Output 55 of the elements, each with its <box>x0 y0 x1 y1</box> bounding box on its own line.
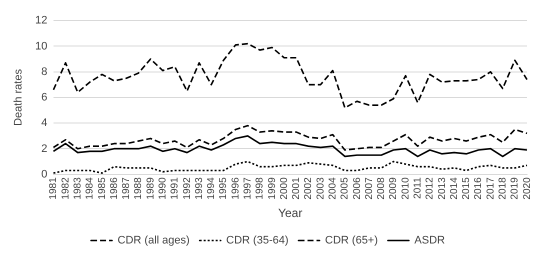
x-tick-label: 2015 <box>461 176 472 200</box>
legend-label: ASDR <box>414 234 446 247</box>
y-tick-label: 12 <box>35 14 48 27</box>
y-tick-label: 2 <box>41 142 48 155</box>
x-tick-label: 2010 <box>400 176 412 200</box>
x-tick-label: 1987 <box>121 176 132 200</box>
x-tick-label: 2008 <box>376 176 388 200</box>
line-series <box>52 42 528 109</box>
x-tick-label: 2013 <box>436 176 448 200</box>
y-tick-label: 6 <box>41 92 48 104</box>
x-tick-label: 2011 <box>412 176 424 199</box>
x-tick-label: 1992 <box>182 176 193 200</box>
x-tick-label: 2004 <box>327 176 338 200</box>
legend-label: CDR (65+) <box>325 234 378 247</box>
x-tick-label: 2014 <box>448 176 460 200</box>
x-tick-label: 1990 <box>157 176 168 200</box>
x-tick-label: 2000 <box>278 176 290 200</box>
x-tick-label: 2003 <box>315 176 326 200</box>
x-tick-label: 1994 <box>206 176 218 200</box>
x-tick-label: 1998 <box>254 176 266 200</box>
x-tick-label: 2020 <box>522 176 533 200</box>
legend-label: CDR (all ages) <box>118 234 190 247</box>
x-tick-label: 1982 <box>60 176 72 200</box>
x-tick-label: 2007 <box>364 176 375 200</box>
x-tick-label: 1997 <box>242 176 254 200</box>
x-tick-label: 2005 <box>340 176 351 200</box>
x-tick-label: 2012 <box>424 176 436 200</box>
x-tick-label: 2001 <box>291 176 302 200</box>
y-tick-label: 0 <box>41 168 48 180</box>
line-series <box>52 160 528 174</box>
y-tick-label: 4 <box>41 117 48 130</box>
x-tick-label: 2009 <box>388 176 400 200</box>
y-axis-title: Death rates <box>12 68 25 126</box>
y-tick-label: 8 <box>41 66 48 78</box>
x-tick-label: 1996 <box>230 176 242 200</box>
x-tick-label: 1983 <box>72 176 84 200</box>
x-tick-label: 2006 <box>352 176 363 200</box>
x-tick-label: 1993 <box>194 176 205 200</box>
legend-label: CDR (35-64) <box>226 234 289 247</box>
x-tick-label: 1999 <box>266 176 278 200</box>
x-tick-label: 1985 <box>96 176 108 200</box>
x-tick-label: 2017 <box>485 176 496 200</box>
x-tick-label: 1988 <box>133 176 144 200</box>
x-tick-label: 2018 <box>497 176 508 200</box>
x-tick-label: 2016 <box>473 176 484 200</box>
x-axis-title: Year <box>278 206 302 220</box>
x-tick-label: 1991 <box>170 176 181 200</box>
y-tick-label: 10 <box>35 40 48 52</box>
x-tick-label: 2002 <box>303 176 314 200</box>
x-tick-label: 1984 <box>84 176 96 200</box>
x-tick-label: 1981 <box>48 176 60 200</box>
x-tick-label: 1995 <box>218 176 230 200</box>
x-tick-label: 1989 <box>145 176 156 200</box>
x-tick-label: 2019 <box>510 176 521 200</box>
x-tick-label: 1986 <box>108 176 120 200</box>
